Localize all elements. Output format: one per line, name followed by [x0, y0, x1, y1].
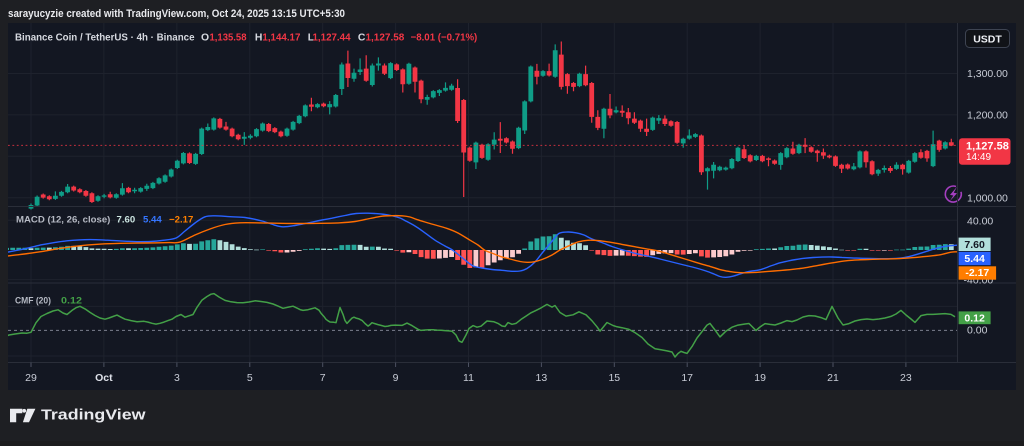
svg-text:9: 9	[393, 372, 399, 384]
svg-text:USDT: USDT	[973, 33, 1002, 45]
svg-text:1,144.17: 1,144.17	[262, 32, 300, 43]
svg-text:Binance Coin / TetherUS · 4h ·: Binance Coin / TetherUS · 4h · Binance	[15, 32, 195, 43]
svg-text:1,127.58: 1,127.58	[366, 32, 405, 43]
svg-text:11: 11	[463, 372, 474, 384]
svg-text:15: 15	[608, 372, 620, 384]
svg-text:MACD (12, 26, close): MACD (12, 26, close)	[16, 215, 110, 226]
svg-text:sarayucyzie created with Tradi: sarayucyzie created with TradingView.com…	[8, 8, 345, 20]
svg-text:1,135.58: 1,135.58	[210, 32, 247, 43]
svg-text:H: H	[255, 32, 263, 43]
svg-text:17: 17	[681, 372, 693, 384]
svg-text:13: 13	[536, 372, 548, 384]
svg-text:L: L	[308, 32, 315, 43]
svg-text:21: 21	[827, 372, 839, 384]
svg-text:5: 5	[247, 372, 253, 384]
svg-text:0.12: 0.12	[964, 312, 985, 324]
svg-text:5.44: 5.44	[143, 215, 162, 226]
svg-text:23: 23	[900, 372, 912, 384]
svg-text:7.60: 7.60	[964, 239, 985, 251]
svg-text:1,127.44: 1,127.44	[313, 32, 351, 43]
svg-text:0.12: 0.12	[61, 296, 82, 307]
svg-text:TradingView: TradingView	[41, 408, 146, 424]
svg-text:7.60: 7.60	[117, 215, 136, 226]
svg-text:29: 29	[25, 372, 37, 384]
svg-text:1,000.00: 1,000.00	[967, 192, 1008, 204]
svg-text:O: O	[201, 32, 209, 43]
svg-text:1,200.00: 1,200.00	[967, 110, 1008, 122]
svg-text:Oct: Oct	[95, 372, 113, 384]
svg-text:7: 7	[320, 372, 326, 384]
svg-text:14:49: 14:49	[966, 152, 991, 163]
svg-text:1,127.58: 1,127.58	[966, 140, 1009, 152]
svg-text:1,300.00: 1,300.00	[967, 68, 1008, 80]
svg-text:40.00: 40.00	[967, 216, 993, 228]
svg-text:5.44: 5.44	[964, 253, 985, 265]
svg-text:0.00: 0.00	[967, 325, 988, 337]
svg-text:19: 19	[754, 372, 766, 384]
svg-text:−8.01 (−0.71%): −8.01 (−0.71%)	[411, 32, 478, 43]
svg-text:C: C	[358, 32, 366, 43]
svg-text:3: 3	[174, 372, 180, 384]
svg-text:-2.17: -2.17	[965, 267, 989, 279]
svg-text:CMF (20): CMF (20)	[15, 296, 51, 307]
svg-text:−2.17: −2.17	[169, 215, 193, 226]
